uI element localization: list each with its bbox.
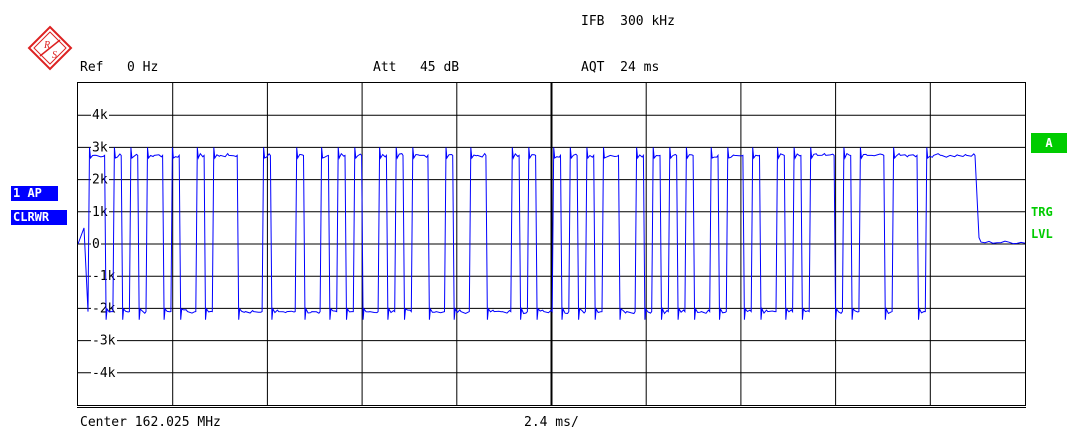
trace-tag[interactable]: 1 AP: [11, 186, 58, 201]
ifb-label: IFB 300 kHz: [581, 14, 675, 29]
y-tick-label-bg: [91, 334, 117, 347]
ref-label: Ref 0 Hz: [80, 60, 159, 75]
y-tick-label-bg: [91, 205, 109, 218]
trigger-label: TRG: [1031, 205, 1053, 219]
y-tick-label: 0: [92, 237, 100, 252]
y-tick-label: 4k: [92, 108, 108, 123]
aqt-label: AQT 24 ms: [581, 60, 660, 75]
y-tick-label: -4k: [92, 366, 116, 381]
y-tick-label-bg: [91, 366, 117, 379]
trace-mode-tag[interactable]: CLRWR: [11, 210, 67, 225]
y-tick-label: -3k: [92, 334, 116, 349]
y-tick-label-bg: [91, 238, 101, 250]
trace-line: [78, 147, 1025, 320]
y-tick-label: -2k: [92, 301, 116, 316]
y-tick-label: -1k: [92, 269, 116, 284]
rohde-schwarz-logo-icon: R S: [8, 6, 73, 71]
graticule: [78, 83, 1025, 405]
marker-a-tag[interactable]: A: [1031, 133, 1067, 153]
svg-text:R: R: [43, 40, 50, 51]
footer-divider: [77, 407, 1026, 408]
y-tick-label-bg: [91, 141, 109, 154]
att-label: Att 45 dB: [373, 60, 460, 75]
display-frame: [77, 82, 1026, 406]
center-frequency-label: Center 162.025 MHz: [80, 415, 221, 430]
y-tick-label-bg: [91, 270, 117, 283]
spectrum-display[interactable]: 4k 3k 2k 1k 0 -1k -2k -3k -4k: [78, 83, 1025, 405]
svg-text:S: S: [52, 50, 57, 61]
y-tick-label: 3k: [92, 140, 108, 155]
time-per-division-label: 2.4 ms/: [524, 415, 579, 430]
level-label: LVL: [1031, 227, 1053, 241]
y-tick-label-bg: [91, 109, 109, 122]
y-tick-label: 2k: [92, 173, 108, 188]
y-tick-label: 1k: [92, 205, 108, 220]
